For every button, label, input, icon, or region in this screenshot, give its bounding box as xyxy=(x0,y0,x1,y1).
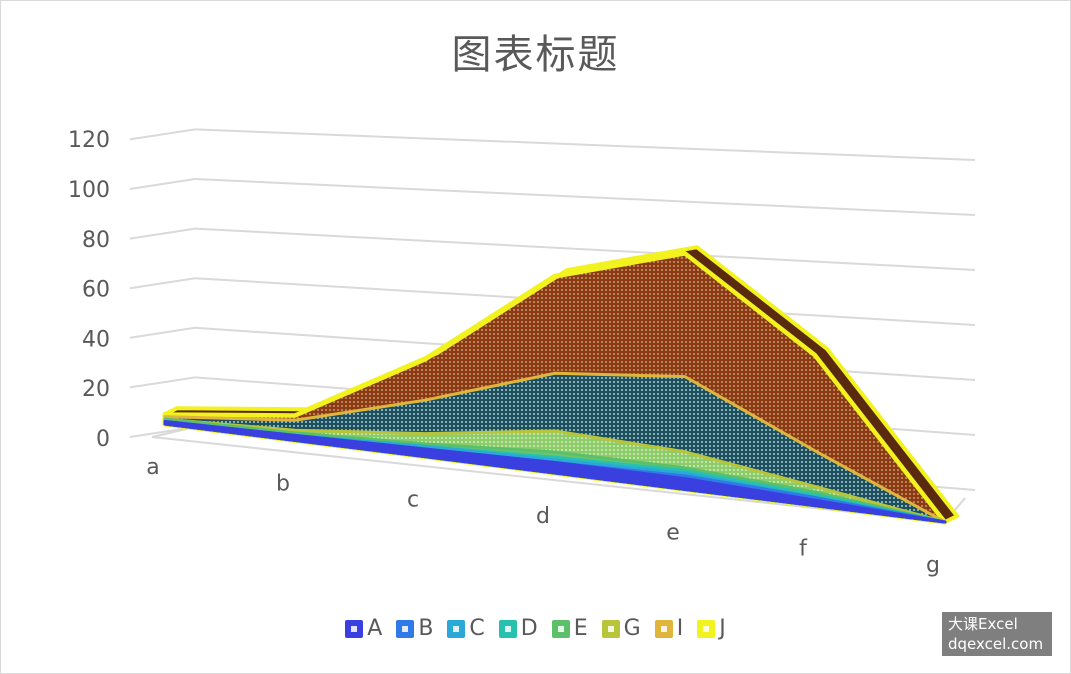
gridline-left xyxy=(129,227,196,240)
legend-item-A: A xyxy=(345,616,382,641)
watermark-line2: dqexcel.com xyxy=(948,635,1044,653)
x-tick-label: d xyxy=(536,504,550,529)
legend-label: G xyxy=(623,616,641,641)
legend-item-I: I xyxy=(654,616,684,641)
area-series-J-ridge xyxy=(163,245,959,524)
legend-label: I xyxy=(676,616,684,641)
chart-title: 图表标题 xyxy=(451,32,620,78)
gridline-left xyxy=(129,178,196,190)
y-tick-label: 0 xyxy=(96,427,110,452)
legend-label: D xyxy=(520,616,538,641)
legend-label: C xyxy=(469,616,485,641)
watermark-line1: 大课Excel xyxy=(948,615,1018,633)
legend-swatch xyxy=(447,619,466,638)
legend-label: B xyxy=(418,616,434,641)
legend-item-B: B xyxy=(396,616,433,641)
legend-swatch xyxy=(345,619,364,638)
gridline xyxy=(194,178,976,216)
x-tick-label: c xyxy=(407,488,419,513)
legend-label: A xyxy=(367,616,383,641)
legend-label: E xyxy=(573,616,588,641)
y-axis-labels: 0 20 40 60 80 100 120 xyxy=(68,128,110,452)
area-series xyxy=(162,245,959,525)
y-tick-label: 80 xyxy=(82,228,110,253)
x-tick-label: b xyxy=(276,471,290,496)
x-tick-label: a xyxy=(146,455,159,480)
legend-item-D: D xyxy=(498,616,538,641)
x-tick-label: f xyxy=(799,537,808,562)
legend-item-C: C xyxy=(447,616,485,641)
y-tick-label: 100 xyxy=(68,178,110,203)
legend-item-G: G xyxy=(601,616,641,641)
gridline xyxy=(194,128,976,161)
legend-swatch xyxy=(396,619,415,638)
y-tick-label: 40 xyxy=(82,327,110,352)
x-tick-label: g xyxy=(926,553,940,578)
gridline-left xyxy=(129,326,196,339)
legend-item-E: E xyxy=(551,616,588,641)
legend-swatch xyxy=(654,619,673,638)
area-series-A xyxy=(163,420,947,524)
legend-label: J xyxy=(719,616,726,641)
gridline xyxy=(194,227,976,271)
x-tick-label: e xyxy=(666,520,680,545)
legend-item-J: J xyxy=(697,616,726,641)
legend-swatch xyxy=(601,619,620,638)
legend-swatch xyxy=(551,619,570,638)
gridline-left xyxy=(129,376,196,389)
y-tick-label: 120 xyxy=(68,128,110,153)
gridline-left xyxy=(129,128,196,141)
legend-swatch xyxy=(697,619,716,638)
x-axis-labels: a b c d e f g xyxy=(146,455,940,578)
legend-swatch xyxy=(498,619,517,638)
watermark: 大课Excel dqexcel.com xyxy=(942,612,1052,656)
gridline-left xyxy=(129,277,196,290)
y-tick-label: 60 xyxy=(82,278,110,303)
y-tick-label: 20 xyxy=(82,377,110,402)
